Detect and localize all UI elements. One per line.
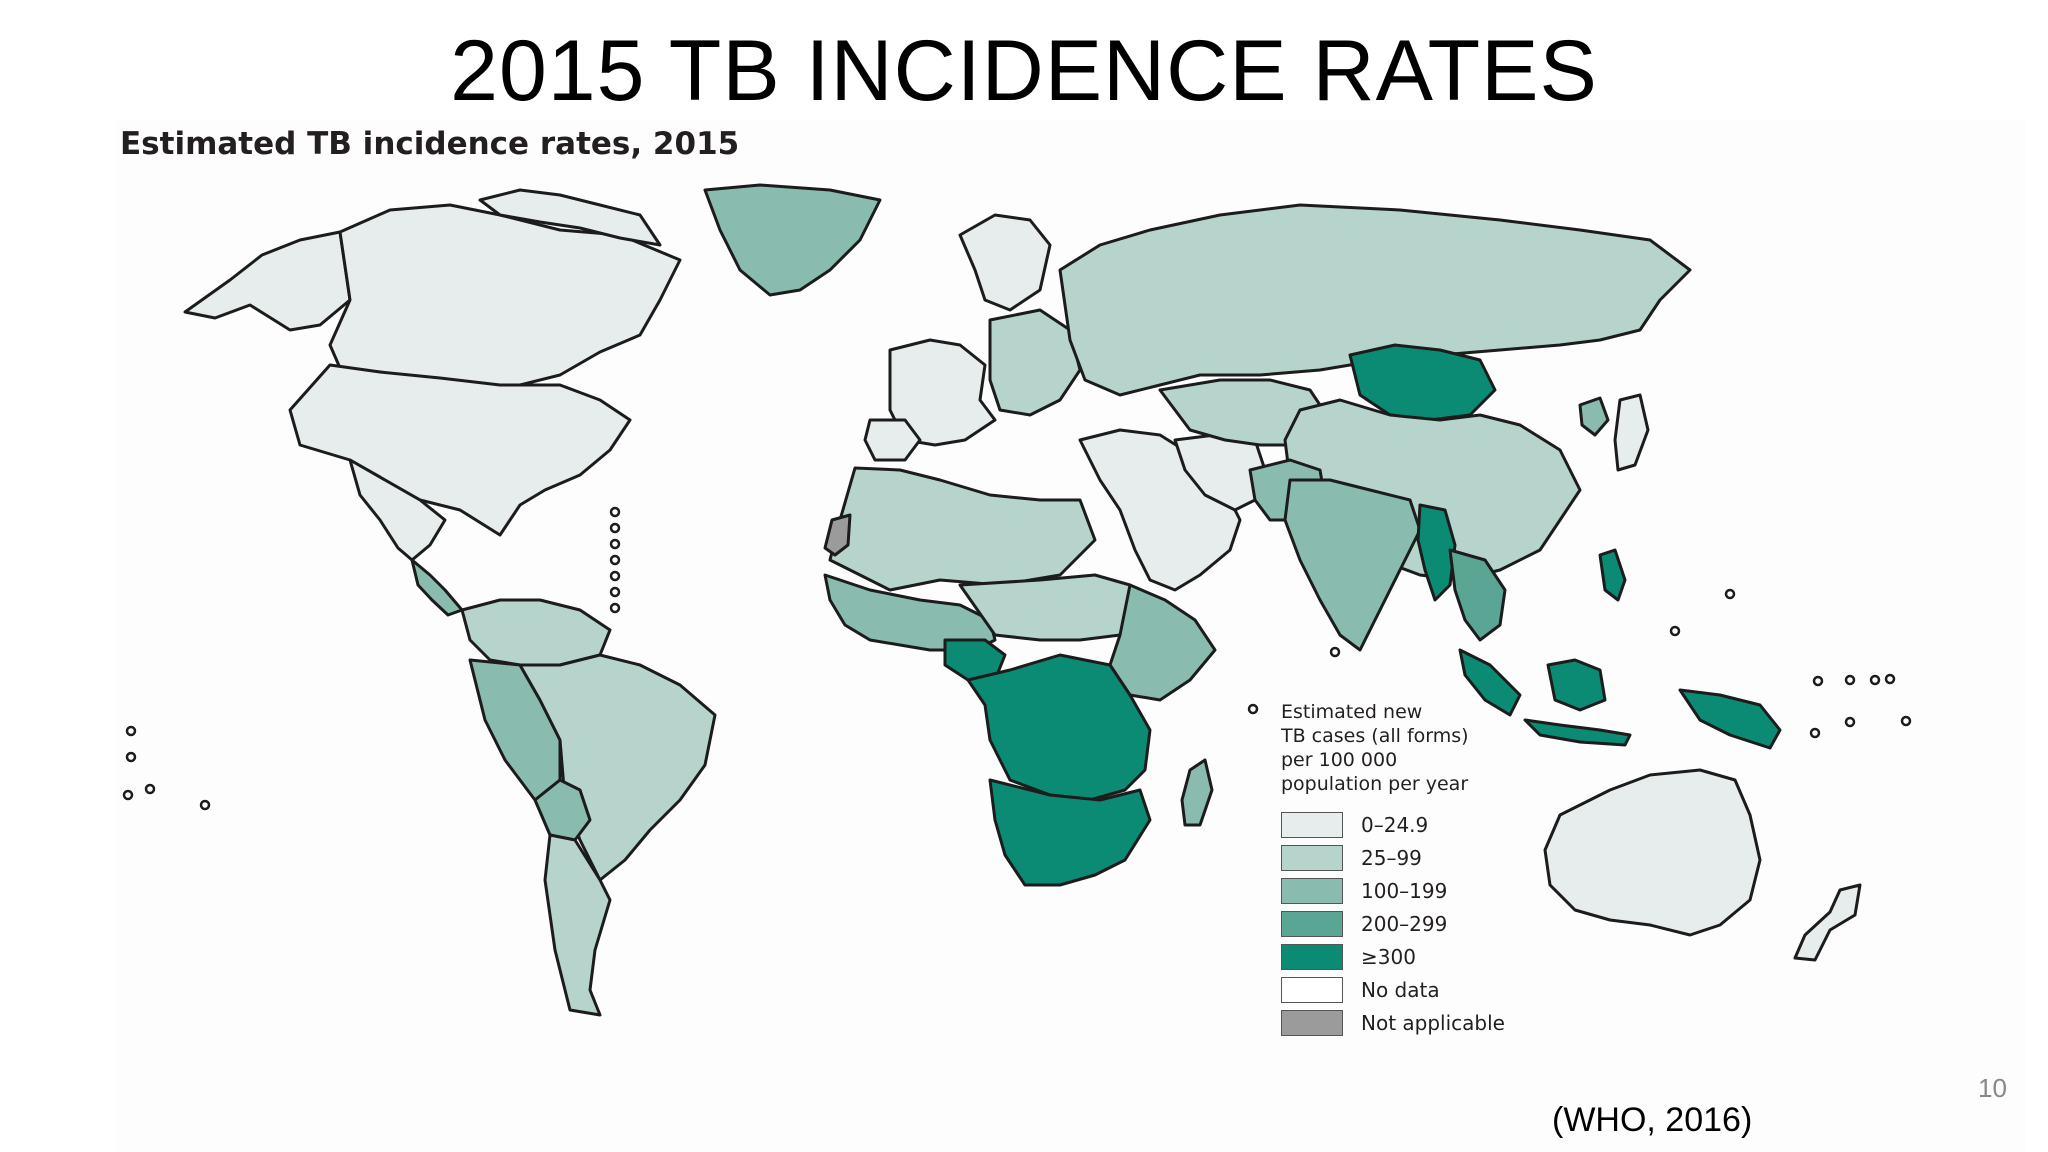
legend-swatch	[1281, 1009, 1343, 1036]
island-marker	[609, 522, 621, 534]
legend-item: ≥300	[1281, 940, 1581, 973]
map-legend: Estimated new TB cases (all forms) per 1…	[1281, 700, 1581, 1039]
island-marker	[1884, 673, 1896, 685]
region-indonesia-sumatra	[1458, 648, 1522, 717]
island-markers	[122, 506, 1912, 811]
legend-label: No data	[1361, 977, 1440, 1002]
island-marker	[1247, 703, 1259, 715]
island-marker	[144, 783, 156, 795]
source-citation: (WHO, 2016)	[1552, 1101, 1753, 1139]
legend-item: 200–299	[1281, 907, 1581, 940]
region-colombia-venezuela	[460, 598, 612, 667]
island-marker	[1724, 588, 1736, 600]
legend-item: 25–99	[1281, 841, 1581, 874]
region-central-africa	[966, 653, 1152, 802]
legend-item: Not applicable	[1281, 1006, 1581, 1039]
island-marker	[1844, 716, 1856, 728]
region-eastern-europe	[988, 308, 1082, 417]
region-australia	[1543, 768, 1762, 937]
region-korea-north	[1578, 396, 1610, 437]
island-marker	[1809, 727, 1821, 739]
region-mongolia	[1348, 343, 1497, 422]
region-indonesia-borneo	[1546, 658, 1607, 712]
legend-label: ≥300	[1361, 944, 1416, 969]
region-central-america	[410, 558, 464, 617]
map-title: Estimated TB incidence rates, 2015	[120, 126, 740, 162]
region-scandinavia	[958, 213, 1052, 312]
region-alaska	[183, 230, 352, 332]
island-marker	[1669, 625, 1681, 637]
region-new-zealand	[1793, 883, 1862, 962]
legend-swatch	[1281, 811, 1343, 838]
region-india	[1283, 478, 1422, 652]
region-russia	[1058, 203, 1692, 397]
legend-heading: Estimated new TB cases (all forms) per 1…	[1281, 701, 1469, 795]
island-marker	[609, 602, 621, 614]
region-myanmar	[1416, 503, 1457, 602]
island-marker	[125, 725, 137, 737]
region-indochina	[1448, 548, 1507, 642]
legend-label: 25–99	[1361, 845, 1422, 870]
legend-swatch	[1281, 844, 1343, 871]
legend-label: Not applicable	[1361, 1010, 1505, 1035]
region-papua	[1678, 688, 1782, 750]
region-iberia	[863, 418, 922, 462]
region-mexico	[348, 458, 447, 562]
region-western-sahara	[823, 513, 852, 557]
island-marker	[1329, 646, 1341, 658]
legend-swatch	[1281, 943, 1343, 970]
legend-item: No data	[1281, 973, 1581, 1006]
legend-item: 100–199	[1281, 874, 1581, 907]
island-marker	[1900, 715, 1912, 727]
legend-label: 0–24.9	[1361, 812, 1429, 837]
slide-title: 2015 TB INCIDENCE RATES	[450, 23, 1598, 119]
island-marker	[609, 586, 621, 598]
page-number: 10	[1978, 1073, 2007, 1103]
legend-swatch	[1281, 910, 1343, 937]
region-brazil	[518, 653, 717, 882]
island-marker	[609, 506, 621, 518]
region-usa	[288, 363, 632, 537]
region-east-africa	[1108, 583, 1217, 702]
legend-label: 200–299	[1361, 911, 1448, 936]
region-madagascar	[1180, 758, 1214, 827]
region-argentina	[543, 833, 612, 1017]
island-marker	[125, 751, 137, 763]
island-marker	[1844, 674, 1856, 686]
legend-label: 100–199	[1361, 878, 1448, 903]
region-indonesia-java	[1523, 718, 1632, 747]
island-marker	[609, 538, 621, 550]
island-marker	[1869, 674, 1881, 686]
island-marker	[199, 799, 211, 811]
island-marker	[609, 554, 621, 566]
region-japan	[1613, 393, 1650, 472]
region-southern-africa	[988, 778, 1152, 887]
island-marker	[122, 789, 134, 801]
region-north-africa	[828, 466, 1097, 592]
island-marker	[609, 570, 621, 582]
legend-swatch	[1281, 877, 1343, 904]
region-arctic-islands	[478, 188, 662, 247]
island-marker	[1812, 675, 1824, 687]
legend-swatch	[1281, 976, 1343, 1003]
region-philippines	[1598, 548, 1627, 602]
legend-item: 0–24.9	[1281, 808, 1581, 841]
region-greenland	[703, 183, 882, 297]
